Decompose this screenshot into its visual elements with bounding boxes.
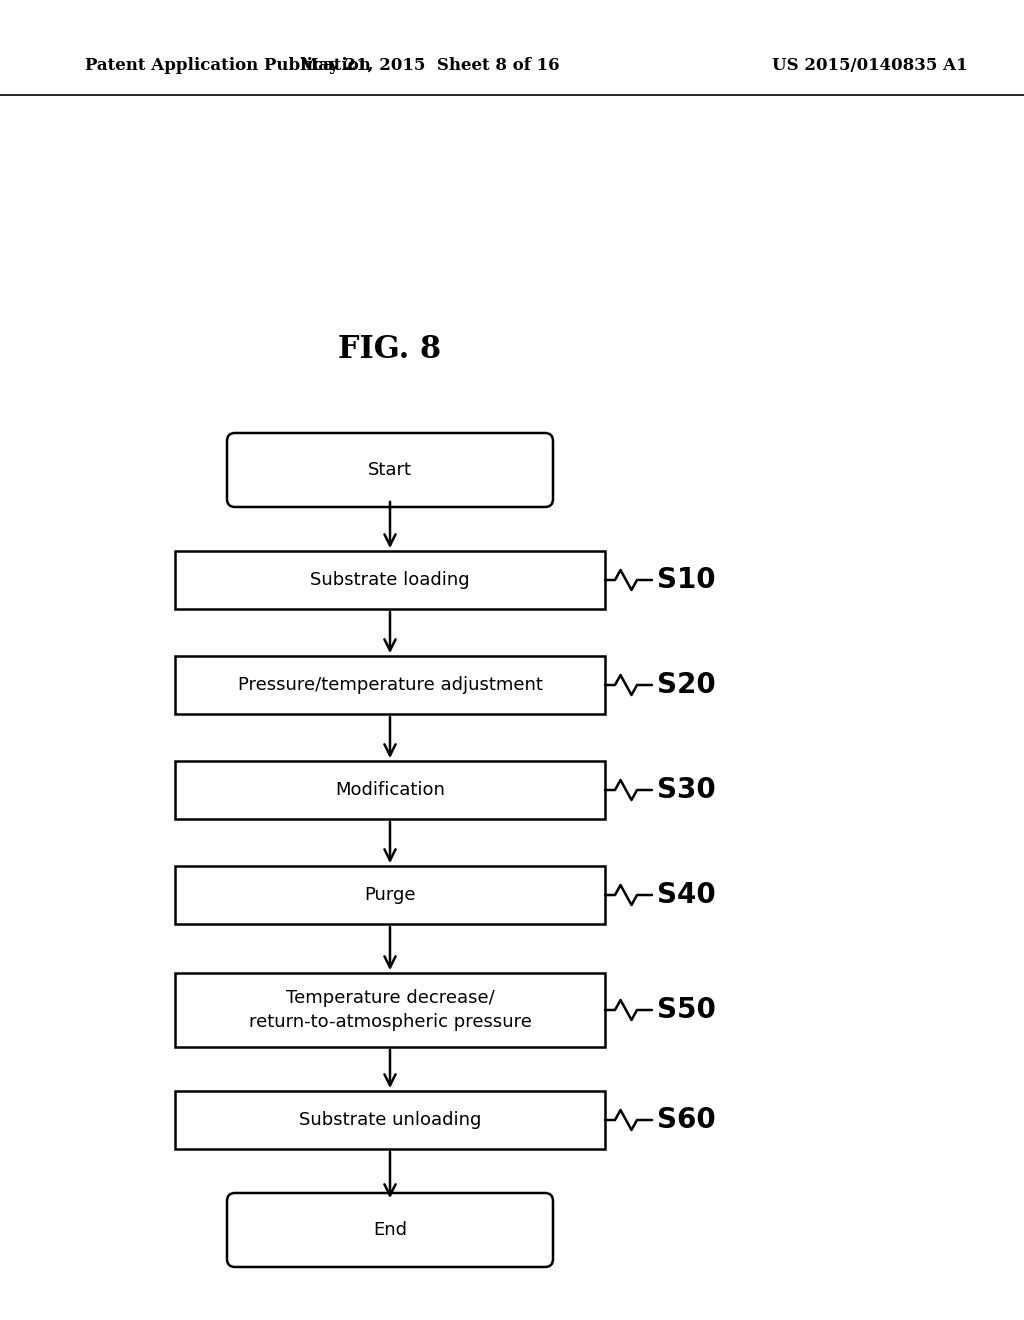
FancyBboxPatch shape xyxy=(175,762,605,818)
FancyBboxPatch shape xyxy=(175,866,605,924)
Text: Pressure/temperature adjustment: Pressure/temperature adjustment xyxy=(238,676,543,694)
Text: S40: S40 xyxy=(657,880,716,909)
Text: FIG. 8: FIG. 8 xyxy=(339,334,441,366)
FancyBboxPatch shape xyxy=(175,656,605,714)
FancyBboxPatch shape xyxy=(227,433,553,507)
Text: US 2015/0140835 A1: US 2015/0140835 A1 xyxy=(772,57,968,74)
Text: S30: S30 xyxy=(657,776,716,804)
Text: S50: S50 xyxy=(657,997,716,1024)
Text: Purge: Purge xyxy=(365,886,416,904)
Text: Substrate loading: Substrate loading xyxy=(310,572,470,589)
Text: Substrate unloading: Substrate unloading xyxy=(299,1111,481,1129)
FancyBboxPatch shape xyxy=(175,1092,605,1148)
Text: S10: S10 xyxy=(657,566,716,594)
FancyBboxPatch shape xyxy=(175,550,605,609)
Text: End: End xyxy=(373,1221,407,1239)
FancyBboxPatch shape xyxy=(175,973,605,1047)
Text: Start: Start xyxy=(368,461,412,479)
FancyBboxPatch shape xyxy=(227,1193,553,1267)
Text: May 21, 2015  Sheet 8 of 16: May 21, 2015 Sheet 8 of 16 xyxy=(300,57,560,74)
Text: Modification: Modification xyxy=(335,781,445,799)
Text: Temperature decrease/
return-to-atmospheric pressure: Temperature decrease/ return-to-atmosphe… xyxy=(249,989,531,1031)
Text: Patent Application Publication: Patent Application Publication xyxy=(85,57,371,74)
Text: S60: S60 xyxy=(657,1106,716,1134)
Text: S20: S20 xyxy=(657,671,716,700)
